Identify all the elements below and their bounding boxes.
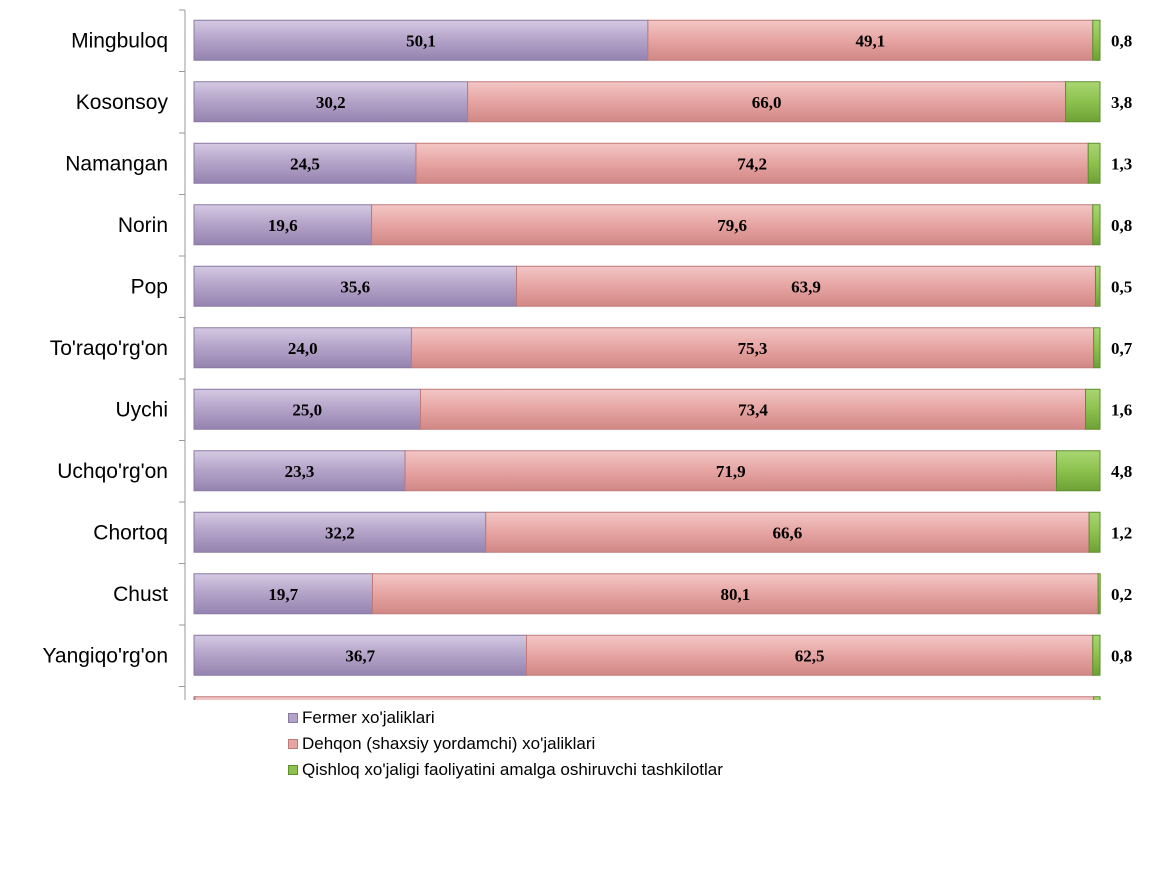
bar-fermer bbox=[193, 327, 412, 369]
bar-fermer bbox=[193, 573, 373, 615]
data-label-tashkilotlar: 0,8 bbox=[1111, 31, 1132, 50]
legend-swatch-dehqon bbox=[288, 739, 298, 749]
bar-tashkilotlar bbox=[1094, 265, 1101, 307]
bar-tashkilotlar bbox=[1092, 204, 1101, 246]
data-label-fermer: 30,2 bbox=[316, 93, 346, 112]
data-label-fermer: 36,7 bbox=[345, 646, 375, 665]
bar-dehqon bbox=[647, 19, 1094, 61]
bar-dehqon bbox=[485, 511, 1090, 553]
legend-label-fermer: Fermer xo'jaliklari bbox=[302, 708, 435, 727]
legend-item-fermer: Fermer xo'jaliklari bbox=[288, 705, 723, 731]
data-label-dehqon: 80,1 bbox=[720, 585, 750, 604]
data-label-dehqon: 66,0 bbox=[752, 93, 782, 112]
data-label-tashkilotlar: 0,8 bbox=[1111, 216, 1132, 235]
data-label-tashkilotlar: 0,5 bbox=[1111, 277, 1132, 296]
category-label: Chortoq bbox=[93, 521, 168, 544]
legend-label-dehqon: Dehqon (shaxsiy yordamchi) xo'jaliklari bbox=[302, 734, 596, 753]
data-label-dehqon: 62,5 bbox=[795, 646, 825, 665]
data-label-fermer: 23,3 bbox=[285, 462, 315, 481]
bar-dehqon bbox=[404, 450, 1058, 492]
data-label-fermer: 25,0 bbox=[292, 400, 322, 419]
category-label: Chust bbox=[113, 583, 168, 606]
bar-dehqon bbox=[467, 81, 1067, 123]
legend-label-tashkilotlar: Qishloq xo'jaligi faoliyatini amalga osh… bbox=[302, 760, 723, 779]
bar-fermer bbox=[193, 388, 421, 430]
data-label-tashkilotlar: 1,3 bbox=[1111, 154, 1132, 173]
category-label: Kosonsoy bbox=[76, 91, 169, 114]
bar-tashkilotlar bbox=[1092, 634, 1101, 676]
data-label-dehqon: 73,4 bbox=[738, 400, 768, 419]
bar-tashkilotlar bbox=[1085, 388, 1101, 430]
bar-tashkilotlar bbox=[1092, 19, 1101, 61]
data-label-dehqon: 74,2 bbox=[737, 154, 767, 173]
category-label: Yangiqo'rg'on bbox=[42, 644, 168, 667]
legend-item-dehqon: Dehqon (shaxsiy yordamchi) xo'jaliklari bbox=[288, 731, 723, 757]
bar-dehqon bbox=[526, 634, 1094, 676]
data-label-fermer: 35,6 bbox=[340, 277, 370, 296]
bar-fermer bbox=[193, 265, 518, 307]
category-label: Uychi bbox=[115, 398, 168, 421]
data-label-dehqon: 63,9 bbox=[791, 277, 821, 296]
data-label-fermer: 19,6 bbox=[268, 216, 298, 235]
legend-swatch-tashkilotlar bbox=[288, 765, 298, 775]
bar-tashkilotlar bbox=[1097, 573, 1101, 615]
category-label: Mingbuloq bbox=[71, 29, 168, 52]
bar-tashkilotlar bbox=[1087, 142, 1101, 184]
data-label-fermer: 19,7 bbox=[268, 585, 298, 604]
bar-tashkilotlar bbox=[1065, 81, 1101, 123]
bar-fermer bbox=[193, 450, 406, 492]
bar-tashkilotlar bbox=[1093, 696, 1101, 700]
data-label-tashkilotlar: 1,2 bbox=[1111, 523, 1132, 542]
data-label-tashkilotlar: 4,8 bbox=[1111, 462, 1132, 481]
bar-dehqon bbox=[516, 265, 1096, 307]
data-label-dehqon: 71,9 bbox=[716, 462, 746, 481]
bar-fermer bbox=[193, 142, 417, 184]
bar-dehqon bbox=[415, 142, 1089, 184]
bar-tashkilotlar bbox=[1056, 450, 1101, 492]
data-label-dehqon: 79,6 bbox=[717, 216, 747, 235]
bar-fermer bbox=[193, 204, 373, 246]
data-label-dehqon: 66,6 bbox=[773, 523, 803, 542]
data-label-fermer: 24,0 bbox=[288, 339, 318, 358]
data-label-tashkilotlar: 3,8 bbox=[1111, 93, 1132, 112]
category-label: Pop bbox=[131, 275, 168, 298]
category-label: Norin bbox=[118, 214, 168, 237]
data-label-fermer: 50,1 bbox=[406, 31, 436, 50]
bar-fermer bbox=[193, 19, 649, 61]
stacked-bar-chart: Mingbuloq 50,1 49,1 0,8 Kosonsoy 30,2 66,0 3,8 N… bbox=[42, 9, 1133, 700]
data-label-tashkilotlar: 0,7 bbox=[1111, 339, 1133, 358]
data-label-fermer: 32,2 bbox=[325, 523, 355, 542]
legend: Fermer xo'jaliklari Dehqon (shaxsiy yord… bbox=[288, 705, 723, 783]
bar-fermer bbox=[193, 511, 487, 553]
data-label-dehqon: 49,1 bbox=[855, 31, 885, 50]
data-label-fermer: 24,5 bbox=[290, 154, 320, 173]
legend-item-tashkilotlar: Qishloq xo'jaligi faoliyatini amalga osh… bbox=[288, 757, 723, 783]
bar-tashkilotlar bbox=[1093, 327, 1101, 369]
data-label-tashkilotlar: 1,6 bbox=[1111, 400, 1132, 419]
legend-swatch-fermer bbox=[288, 713, 298, 723]
category-label: Namangan bbox=[65, 152, 168, 175]
bar-dehqon bbox=[371, 573, 1099, 615]
data-label-tashkilotlar: 0,8 bbox=[1111, 646, 1132, 665]
bar-fermer bbox=[193, 81, 469, 123]
data-label-tashkilotlar: 0,2 bbox=[1111, 585, 1132, 604]
bar-dehqon bbox=[420, 388, 1087, 430]
bar-dehqon bbox=[194, 696, 1095, 700]
category-label: To'raqo'rg'on bbox=[50, 337, 168, 360]
data-label-dehqon: 75,3 bbox=[738, 339, 768, 358]
bar-tashkilotlar bbox=[1088, 511, 1101, 553]
category-label: Uchqo'rg'on bbox=[57, 460, 168, 483]
